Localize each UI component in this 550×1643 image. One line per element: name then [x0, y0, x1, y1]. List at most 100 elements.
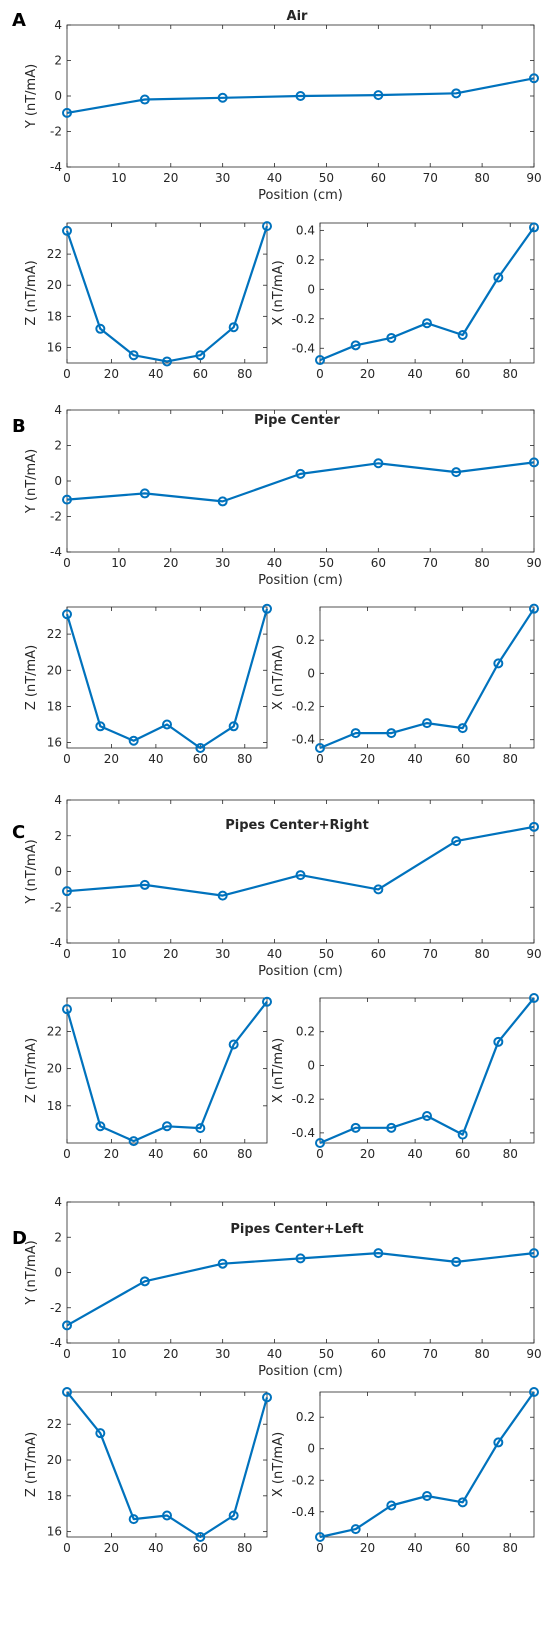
x-tick-label: 30 [215, 171, 230, 185]
x-tick-label: 60 [371, 556, 386, 570]
chart-title: Pipes Center+Right [225, 818, 369, 833]
panel-letter: A [12, 10, 26, 31]
data-point [162, 1510, 172, 1521]
y-tick-label: 20 [47, 1453, 62, 1467]
data-point [386, 1122, 397, 1133]
y-tick-label: -4 [50, 545, 62, 559]
chart-a-y: 0 10 20 30 40 50 60 70 80 90 -4 -2 0 2 4 Position (cm) Y… [24, 18, 542, 203]
x-tick-label: 60 [371, 947, 386, 961]
chart-c-x: 0 20 40 60 80 -0.4 -0.2 0 0.2 X (nT/mA) [271, 993, 539, 1161]
data-point [350, 1524, 361, 1535]
x-tick-label: 30 [215, 556, 230, 570]
y-tick-label: -0.2 [292, 700, 315, 714]
y-tick-label: -0.4 [292, 341, 315, 355]
data-point [217, 1258, 228, 1269]
chart-b-z: 0 20 40 60 80 16 18 20 22 Z (nT/mA) [24, 603, 272, 766]
data-point [195, 350, 206, 361]
y-axis-label: Z (nT/mA) [24, 1432, 39, 1497]
data-point [386, 332, 397, 343]
x-tick-label: 70 [423, 1347, 438, 1361]
data-point [217, 890, 228, 901]
y-tick-label: 2 [54, 439, 62, 453]
x-tick-label: 20 [104, 1541, 119, 1555]
data-point [529, 993, 539, 1003]
chart-b-x: 0 20 40 60 80 -0.4 -0.2 0 0.2 X (nT/mA) [271, 603, 539, 766]
data-point [228, 1039, 239, 1050]
data-point [386, 1500, 397, 1511]
chart-a-x: 0 20 40 60 80 -0.4 -0.2 0 0.2 0.4 X (nT/mA) [271, 222, 539, 381]
data-point [295, 468, 306, 479]
x-tick-label: 20 [104, 752, 119, 766]
y-tick-label: 20 [47, 278, 62, 292]
data-point [262, 996, 272, 1007]
y-tick-label: -0.2 [292, 1092, 315, 1106]
x-tick-label: 90 [526, 556, 541, 570]
x-tick-label: 0 [63, 752, 71, 766]
y-tick-label: 4 [54, 793, 62, 807]
data-point [128, 1136, 139, 1147]
x-tick-label: 20 [360, 752, 375, 766]
x-tick-label: 20 [163, 947, 178, 961]
x-tick-label: 50 [319, 1347, 334, 1361]
data-point [262, 603, 272, 614]
x-tick-label: 10 [111, 947, 126, 961]
y-tick-label: 0.2 [296, 1410, 315, 1424]
y-tick-label: -2 [50, 900, 62, 914]
y-tick-label: -2 [50, 1301, 62, 1315]
y-tick-label: 16 [47, 340, 62, 354]
data-point [62, 886, 72, 897]
data-point [262, 221, 272, 232]
data-point [529, 821, 539, 832]
data-point [373, 90, 384, 101]
panel-letter: C [12, 822, 25, 843]
x-tick-label: 80 [503, 1147, 518, 1161]
data-point [295, 1253, 306, 1264]
x-tick-label: 40 [148, 1541, 163, 1555]
x-tick-label: 20 [163, 556, 178, 570]
x-tick-label: 0 [63, 171, 71, 185]
y-tick-label: 18 [47, 309, 62, 323]
x-tick-label: 80 [474, 1347, 489, 1361]
x-tick-label: 60 [371, 1347, 386, 1361]
x-tick-label: 10 [111, 171, 126, 185]
data-point [350, 340, 361, 351]
x-tick-label: 60 [455, 1147, 470, 1161]
series-line [66, 1391, 269, 1539]
y-tick-label: 0.2 [296, 1025, 315, 1039]
data-point [493, 272, 504, 283]
x-tick-label: 40 [148, 367, 163, 381]
y-tick-label: -0.4 [292, 733, 315, 747]
y-tick-label: 0 [307, 1442, 315, 1456]
data-point [457, 723, 468, 734]
x-tick-label: 60 [455, 1541, 470, 1555]
y-axis-label: X (nT/mA) [271, 645, 286, 710]
chart-b-y: 0 10 20 30 40 50 60 70 80 90 -4 -2 0 2 4 Position (cm) Y… [24, 403, 542, 588]
data-point [529, 457, 539, 468]
y-axis-label: Y (nT/mA) [24, 839, 39, 904]
y-tick-label: 4 [54, 1195, 62, 1209]
series-line [65, 608, 269, 750]
x-tick-label: 70 [423, 947, 438, 961]
data-point [493, 1036, 504, 1047]
data-point [457, 1497, 468, 1508]
x-axis-label: Position (cm) [258, 964, 343, 979]
x-tick-label: 0 [316, 1147, 324, 1161]
x-tick-label: 20 [360, 1541, 375, 1555]
data-point [457, 330, 468, 340]
axes-box [319, 1391, 535, 1538]
y-tick-label: 0 [307, 1058, 315, 1072]
x-tick-label: 20 [163, 1347, 178, 1361]
x-tick-label: 50 [319, 171, 334, 185]
x-tick-label: 50 [319, 556, 334, 570]
panel-b-header: B Pipe Center [12, 413, 340, 437]
data-point [373, 1248, 384, 1259]
y-tick-label: -2 [50, 125, 62, 139]
x-tick-label: 40 [267, 1347, 282, 1361]
data-point [228, 322, 239, 333]
series-line [319, 1391, 535, 1539]
x-tick-label: 40 [267, 947, 282, 961]
x-tick-label: 60 [193, 1147, 208, 1161]
data-point [195, 743, 206, 753]
data-point [373, 458, 384, 469]
data-point [295, 870, 306, 881]
